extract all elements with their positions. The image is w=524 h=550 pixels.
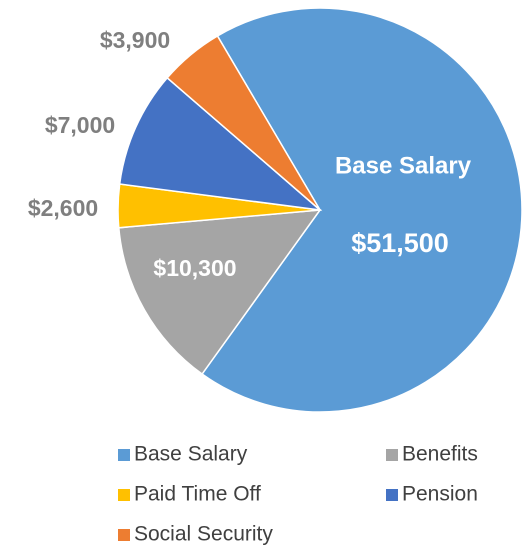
legend-swatch [118,449,130,461]
legend-swatch [386,449,398,461]
legend-label: Social Security [134,523,273,546]
legend-swatch [118,489,130,501]
pie-slice [117,209,322,376]
data-label: $51,500 [351,228,449,258]
pie-slice [166,34,321,211]
data-label: $3,900 [100,27,170,53]
legend-label: Paid Time Off [134,483,261,506]
pie-slice [118,76,323,212]
slice-category-label: Base Salary [335,152,472,179]
data-label: $7,000 [45,112,115,138]
data-label: $10,300 [153,255,236,281]
legend-swatch [386,489,398,501]
data-label: $2,600 [28,195,98,221]
pie-slice [201,7,523,413]
legend-swatch [118,529,130,541]
legend-label: Benefits [402,443,478,466]
legend-label: Base Salary [134,443,248,466]
legend-label: Pension [402,483,478,506]
